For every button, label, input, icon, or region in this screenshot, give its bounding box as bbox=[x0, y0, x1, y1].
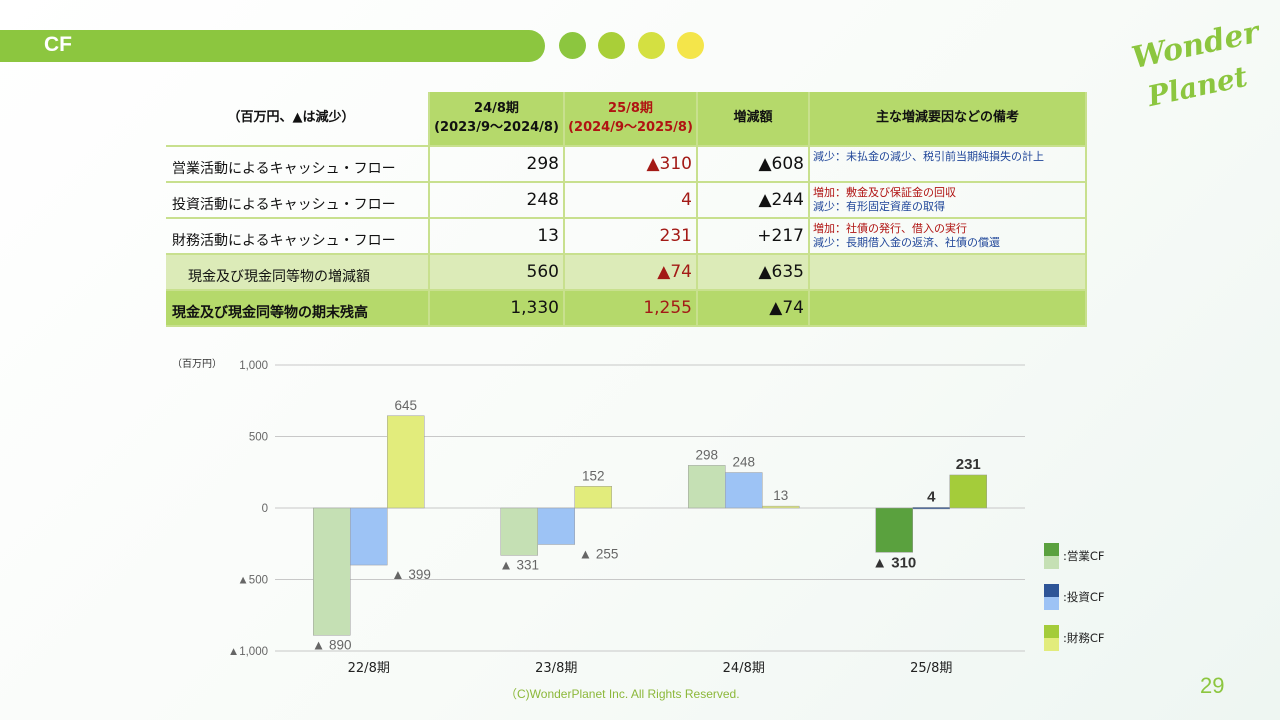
y-tick-label: 500 bbox=[249, 432, 268, 444]
bar-営業CF bbox=[875, 507, 913, 553]
value-24: 1,330 bbox=[429, 290, 565, 327]
decor-dot-3 bbox=[638, 32, 665, 59]
bar-営業CF bbox=[313, 507, 351, 636]
value-25: 1,255 bbox=[564, 290, 698, 327]
bar-投資CF bbox=[725, 472, 763, 509]
value-diff: ▲635 bbox=[697, 254, 810, 291]
row-label: 営業活動によるキャッシュ・フロー bbox=[166, 146, 430, 183]
row-label: 現金及び現金同等物の期末残高 bbox=[166, 290, 430, 327]
legend-swatch-light bbox=[1044, 556, 1059, 569]
legend-swatch-dark bbox=[1044, 625, 1059, 638]
note-line: 増加：社債の発行、借入の実行 bbox=[813, 221, 967, 235]
table-row: 営業活動によるキャッシュ・フロー 298 ▲310 ▲608 減少：未払金の減少… bbox=[166, 146, 1087, 183]
col-header-24: 24/8期 (2023/9～2024/8) bbox=[429, 92, 565, 147]
col-header-notes: 主な増減要因などの備考 bbox=[809, 92, 1087, 147]
cashflow-bar-chart: （百万円） 1,000 500 0 ▲500 ▲1,000 22/8期 ▲ 890 ▲ 399 6… bbox=[172, 358, 1105, 676]
note-line: 増加：敷金及び保証金の回収 bbox=[813, 185, 956, 199]
data-label: ▲ 255 bbox=[579, 546, 619, 561]
data-label: 4 bbox=[927, 488, 936, 505]
data-label: ▲ 310 bbox=[872, 554, 916, 571]
legend-label: :営業CF bbox=[1063, 549, 1105, 563]
decor-dot-2 bbox=[598, 32, 625, 59]
y-tick-label: 1,000 bbox=[239, 360, 268, 372]
y-tick-label: 0 bbox=[262, 503, 268, 515]
bar-財務CF bbox=[762, 505, 800, 509]
note-cell bbox=[809, 290, 1087, 327]
company-logo: Wonder Planet bbox=[1125, 15, 1262, 123]
bar-営業CF bbox=[688, 465, 726, 509]
table-row: 現金及び現金同等物の期末残高 1,330 1,255 ▲74 bbox=[166, 290, 1087, 327]
row-label: 投資活動によるキャッシュ・フロー bbox=[166, 182, 430, 219]
data-label: ▲ 331 bbox=[499, 557, 539, 572]
col-header-diff: 増減額 bbox=[697, 92, 810, 147]
note-cell: 増加：社債の発行、借入の実行 減少：長期借入金の返済、社債の償還 bbox=[809, 218, 1087, 255]
legend-swatch-light bbox=[1044, 597, 1059, 610]
value-diff: ▲244 bbox=[697, 182, 810, 219]
data-label: 231 bbox=[956, 456, 981, 473]
note-cell: 増加：敷金及び保証金の回収 減少：有形固定資産の取得 bbox=[809, 182, 1087, 219]
bar-投資CF bbox=[912, 507, 950, 510]
col-header-25-range: (2024/9～2025/8) bbox=[568, 119, 693, 135]
x-tick-label: 22/8期 bbox=[348, 661, 390, 676]
x-tick-label: 25/8期 bbox=[910, 661, 952, 676]
value-24: 298 bbox=[429, 146, 565, 183]
value-diff: ▲74 bbox=[697, 290, 810, 327]
y-tick-label: ▲1,000 bbox=[228, 646, 268, 658]
table-header-row: （百万円、▲は減少） 24/8期 (2023/9～2024/8) 25/8期 (… bbox=[166, 92, 1087, 147]
legend-label: :投資CF bbox=[1063, 590, 1105, 604]
page-title: CF bbox=[44, 33, 72, 56]
bar-営業CF bbox=[500, 507, 538, 556]
y-tick-label: ▲500 bbox=[237, 575, 268, 587]
data-label: ▲ 890 bbox=[312, 637, 352, 652]
table-row: 現金及び現金同等物の増減額 560 ▲74 ▲635 bbox=[166, 254, 1087, 291]
table-row: 財務活動によるキャッシュ・フロー 13 231 +217 増加：社債の発行、借入… bbox=[166, 218, 1087, 255]
data-label: 248 bbox=[732, 455, 755, 470]
data-label: 298 bbox=[695, 447, 718, 462]
bar-財務CF bbox=[574, 486, 612, 509]
unit-label: （百万円、▲は減少） bbox=[166, 92, 430, 147]
note-line: 減少：長期借入金の返済、社債の償還 bbox=[813, 236, 1000, 249]
data-label: 152 bbox=[582, 468, 605, 483]
decor-dot-1 bbox=[559, 32, 586, 59]
col-header-25: 25/8期 (2024/9～2025/8) bbox=[564, 92, 698, 147]
value-24: 248 bbox=[429, 182, 565, 219]
chart-unit-label: （百万円） bbox=[172, 358, 222, 370]
bar-投資CF bbox=[350, 507, 388, 566]
row-label: 現金及び現金同等物の増減額 bbox=[166, 254, 430, 291]
value-24: 13 bbox=[429, 218, 565, 255]
legend-swatch-light bbox=[1044, 638, 1059, 651]
bar-財務CF bbox=[387, 415, 425, 509]
data-label: 645 bbox=[394, 398, 417, 413]
value-24: 560 bbox=[429, 254, 565, 291]
x-tick-label: 23/8期 bbox=[535, 661, 577, 676]
table-row: 投資活動によるキャッシュ・フロー 248 4 ▲244 増加：敷金及び保証金の回… bbox=[166, 182, 1087, 219]
cashflow-table: （百万円、▲は減少） 24/8期 (2023/9～2024/8) 25/8期 (… bbox=[166, 92, 1087, 327]
col-header-24-range: (2023/9～2024/8) bbox=[434, 119, 559, 135]
page-number: 29 bbox=[1200, 673, 1225, 698]
data-label: ▲ 399 bbox=[391, 567, 431, 582]
bar-投資CF bbox=[537, 507, 575, 545]
note-cell: 減少：未払金の減少、税引前当期純損失の計上 bbox=[809, 146, 1087, 183]
note-cell bbox=[809, 254, 1087, 291]
note-line: 減少：有形固定資産の取得 bbox=[813, 200, 945, 213]
value-25: 231 bbox=[564, 218, 698, 255]
row-label: 財務活動によるキャッシュ・フロー bbox=[166, 218, 430, 255]
value-25: 4 bbox=[564, 182, 698, 219]
x-tick-label: 24/8期 bbox=[723, 661, 765, 676]
value-25: ▲310 bbox=[564, 146, 698, 183]
copyright: （C)WonderPlanet Inc. All Rights Reserved… bbox=[505, 687, 740, 701]
decor-dot-4 bbox=[677, 32, 704, 59]
bar-財務CF bbox=[949, 474, 987, 509]
value-diff: ▲608 bbox=[697, 146, 810, 183]
legend-swatch-dark bbox=[1044, 543, 1059, 556]
col-header-24-period: 24/8期 bbox=[474, 100, 519, 116]
value-25: ▲74 bbox=[564, 254, 698, 291]
value-diff: +217 bbox=[697, 218, 810, 255]
legend-swatch-dark bbox=[1044, 584, 1059, 597]
col-header-25-period: 25/8期 bbox=[608, 100, 653, 116]
data-label: 13 bbox=[773, 488, 788, 503]
legend-label: :財務CF bbox=[1063, 631, 1105, 645]
title-bar bbox=[0, 30, 545, 62]
note-line: 減少：未払金の減少、税引前当期純損失の計上 bbox=[813, 150, 1044, 163]
